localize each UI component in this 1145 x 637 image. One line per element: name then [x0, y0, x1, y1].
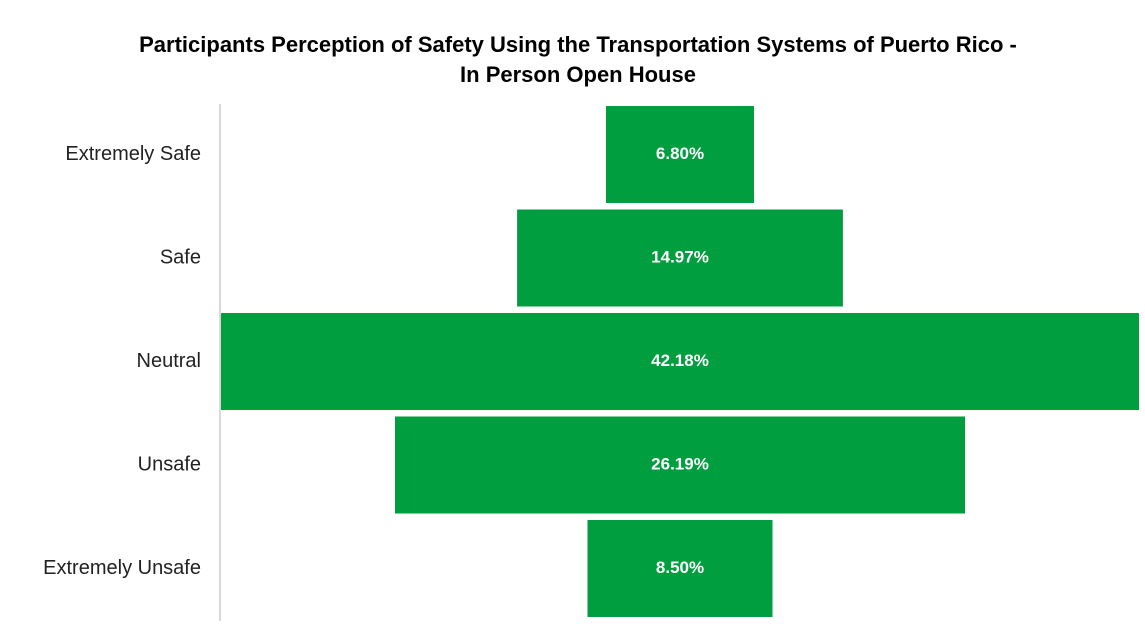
- funnel-bar: [587, 520, 773, 617]
- data-label: 8.50%: [656, 558, 704, 577]
- chart-title: In Person Open House: [460, 62, 696, 87]
- category-label: Neutral: [137, 350, 201, 372]
- category-label: Extremely Safe: [65, 143, 201, 165]
- funnel-bar: [221, 313, 1139, 410]
- category-label: Unsafe: [138, 453, 201, 475]
- category-label: Extremely Unsafe: [43, 557, 201, 579]
- category-label: Safe: [160, 246, 201, 268]
- chart-title: Participants Perception of Safety Using …: [139, 32, 1017, 57]
- data-label: 42.18%: [651, 351, 709, 370]
- data-label: 26.19%: [651, 454, 709, 473]
- data-label: 14.97%: [651, 247, 709, 266]
- funnel-bar: [517, 209, 843, 307]
- funnel-bar: [395, 416, 965, 514]
- data-label: 6.80%: [656, 144, 704, 163]
- funnel-bar: [606, 106, 754, 203]
